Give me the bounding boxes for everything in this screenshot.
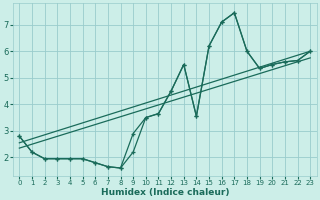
X-axis label: Humidex (Indice chaleur): Humidex (Indice chaleur): [100, 188, 229, 197]
